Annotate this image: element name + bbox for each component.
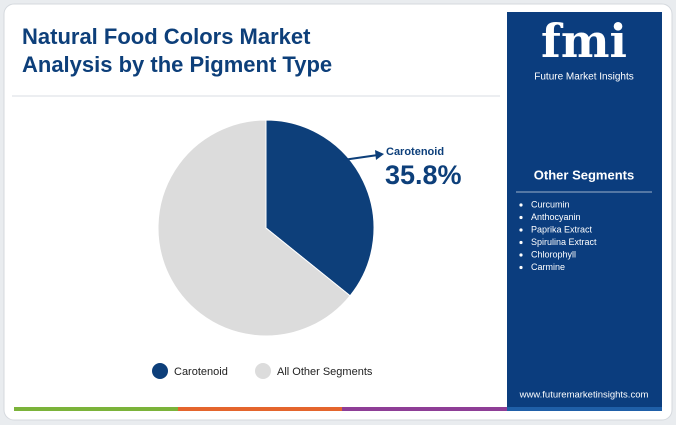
pie-slice [265,119,375,297]
bullet [519,240,523,245]
bullet [519,265,523,270]
legend-label: All Other Segments [277,366,373,378]
sidebar-title: Other Segments [534,167,634,182]
legend-swatch [152,363,168,379]
data-label: 35.8% [385,160,462,190]
bullet [519,253,523,257]
footer-bar [342,407,507,411]
chart-title: Natural Food Colors Market Analysis by th… [22,24,332,77]
bullet [519,228,523,232]
footer-bar [507,407,662,411]
bullet [519,203,523,207]
bullet [519,215,523,220]
sidebar-item: Carmine [531,262,565,272]
sidebar-panel [507,12,662,410]
sidebar-item: Curcumin [531,199,570,209]
footer-bar [178,407,342,411]
sidebar-item: Anthocyanin [531,212,581,222]
callout-arrow [342,154,379,161]
footer-bar [14,407,178,411]
legend-swatch [255,363,271,379]
footer-url: www.futuremarketinsights.com [519,390,649,401]
sidebar-item: Chlorophyll [531,249,576,259]
sidebar-item: Paprika Extract [531,224,593,234]
callout-label: Carotenoid [386,146,444,158]
logo: fmi [541,14,627,68]
callout-arrowhead [375,150,384,160]
sidebar-item: Spirulina Extract [531,237,597,247]
pie-slice [157,119,351,337]
legend-label: Carotenoid [174,366,228,378]
logo-subtitle: Future Market Insights [534,72,633,83]
